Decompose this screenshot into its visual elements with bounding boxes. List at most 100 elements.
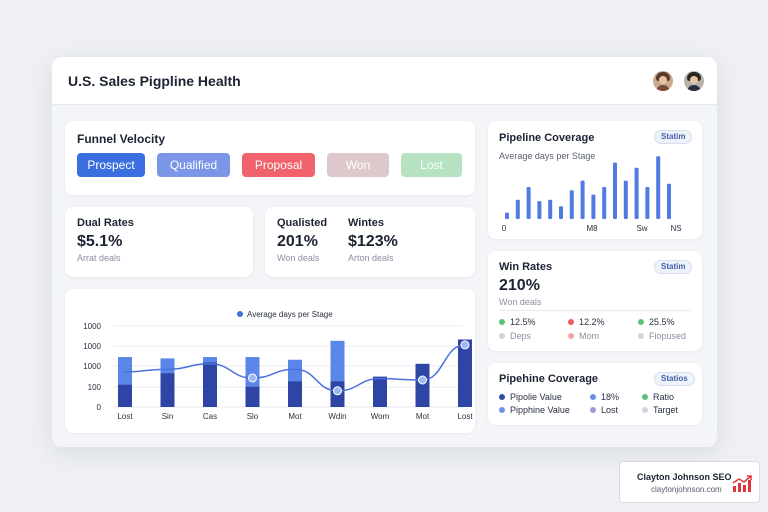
y-tick-label: 1000 [83,362,101,371]
status-badge[interactable]: Statim [654,260,693,274]
dashboard-window: U.S. Sales Pigpline Health Funnel Veloci… [52,57,717,447]
stage-qualified-button[interactable]: Qualified [157,153,230,177]
stat-label: Fiopused [649,331,687,341]
bar-dark [160,373,175,407]
bar-dark [458,339,472,407]
x-tick-label: 0 [502,224,507,233]
x-tick-label: Mot [416,412,430,421]
mini-bar [623,180,628,219]
legend-dot [499,407,505,413]
y-tick-label: 1000 [83,322,101,331]
bar-dark [118,384,132,407]
legend-dot [499,394,505,400]
x-tick-label: Lost [457,412,473,421]
status-badge[interactable]: Statios [654,372,695,386]
mini-bar [505,212,509,219]
bar-dark [203,362,217,407]
card-title: Pipeline Coverage [499,132,595,144]
legend-dot [590,394,596,400]
bar-dark [245,386,260,407]
card-title: Win Rates [499,261,553,273]
mini-bar [667,183,671,219]
legend-label: 18% [601,392,620,402]
bar-dark [373,376,387,407]
coverage-mini-chart: 0 M8 Sw NS [502,156,682,233]
legend-label: Pipolie Value [510,392,562,402]
stat-label: Mom [579,331,599,341]
mini-bar [602,187,607,219]
data-point [333,386,342,396]
bar-dark [288,381,302,407]
mini-bar [645,187,650,219]
stage-won-button[interactable]: Won [327,153,389,177]
data-point [418,375,427,385]
x-tick-label: Cas [203,412,217,421]
x-tick-label: Wdin [328,412,346,421]
pipeline-coverage-card: Pipeline Coverage Statim Average days pe… [488,121,702,239]
days-per-stage-chart: Average days per Stage 1000100010001000 … [83,310,473,421]
qualisted-wintes-card: Qualisted 201% Won deals Wintes $123% Ar… [265,207,475,277]
metric-caption: Won deals [277,253,320,263]
card-title: Wintes [348,217,384,229]
stat-dot [568,319,574,325]
mini-bar [526,187,531,219]
card-title: Dual Rates [77,217,134,229]
metric-caption: Arrat deals [77,253,121,263]
mini-bar [559,206,563,219]
x-tick-label: Sin [162,412,174,421]
legend-label: Target [653,405,679,415]
mini-bar [515,199,520,219]
stat-value: 12.5% [510,317,536,327]
legend-label: Pipphine Value [510,405,570,415]
x-tick-label: Wom [371,412,390,421]
x-tick-label: Mot [288,412,302,421]
legend-dot [642,394,648,400]
stat-dot [499,333,505,339]
chart-subtitle: Average days per Stage [499,151,596,161]
data-point [460,340,470,350]
trend-chart-icon [732,475,752,492]
y-tick-label: 1000 [83,342,101,351]
legend-dot [642,407,648,413]
mini-bar [548,199,553,219]
brand-name: Clayton Johnson SEO [637,472,732,482]
stat-dot [638,333,644,339]
stage-lost-button[interactable]: Lost [401,153,462,177]
y-tick-label: 0 [97,403,102,412]
mini-bar [613,162,617,219]
stage-prospect-button[interactable]: Prospect [77,153,145,177]
mini-bar [569,190,574,219]
metric-caption: Arton deals [348,253,394,263]
days-per-stage-chart-card: Average days per Stage 1000 1000 1000 100 0 … [65,289,475,433]
stage-proposal-button[interactable]: Proposal [242,153,315,177]
funnel-velocity-card: Funnel Velocity Prospect Qualified Propo… [65,121,475,195]
win-rates-card: Win Rates Statim 210% Won deals 12.5% De… [488,251,702,351]
pipeline-coverage-legend-card: Pipehine Coverage Statios Pipolie Value … [488,363,702,425]
avatar[interactable] [684,71,704,91]
dual-rates-card: Dual Rates $5.1% Arrat deals [65,207,253,277]
stat-value: 25.5% [649,317,675,327]
card-title: Funnel Velocity [77,132,166,146]
metric-value: 201% [277,233,318,250]
stat-label: Deps [510,331,532,341]
x-tick-label: Slo [247,412,259,421]
x-tick-label: M8 [586,224,598,233]
card-title: Pipehine Coverage [499,373,599,385]
data-point [248,373,257,383]
x-tick-label: Lost [117,412,133,421]
mini-bar [580,180,585,219]
stat-value: 12.2% [579,317,605,327]
stat-dot [568,333,574,339]
avatar[interactable] [653,71,673,91]
stat-dot [638,319,644,325]
x-tick-label: Sw [636,224,647,233]
mini-bar [537,201,542,219]
mini-bar [591,194,596,219]
legend-label: Average days per Stage [247,310,333,319]
status-badge[interactable]: Statim [654,130,693,144]
mini-bar [634,167,639,219]
legend-label: Ratio [653,392,675,402]
stat-dot [499,319,505,325]
metric-caption: Won deals [499,297,542,307]
metric-value: 210% [499,277,540,294]
